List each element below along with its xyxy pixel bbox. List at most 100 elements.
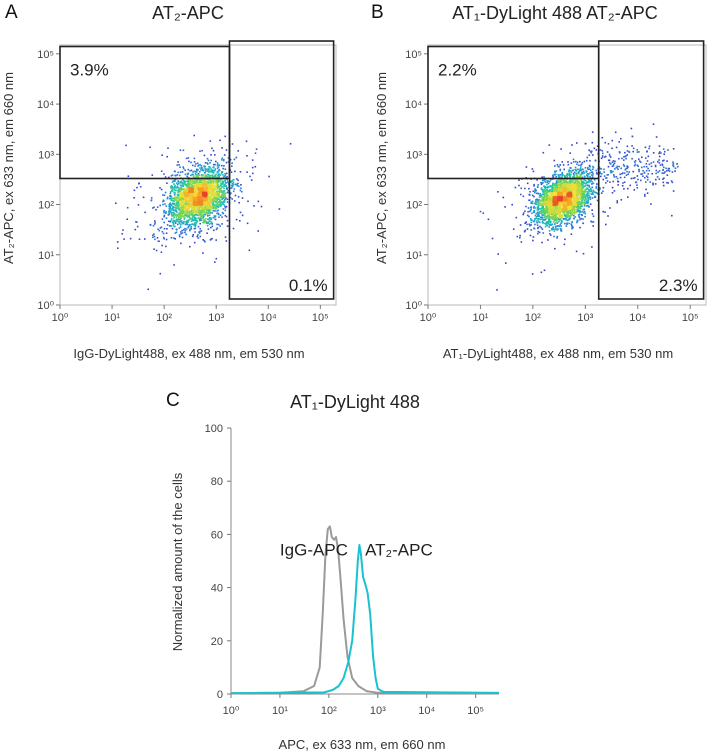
panel-b-event-dot [548, 207, 551, 210]
panel-a-event-dot [201, 216, 203, 219]
panel-a-event-dot [223, 154, 226, 156]
panel-b-event-dot [614, 160, 616, 163]
panel-b-event-dot [529, 194, 531, 196]
panel-b-event-dot [537, 226, 540, 229]
panel-b-event-dot [576, 168, 579, 171]
panel-b-event-dot [543, 222, 546, 225]
panel-a-event-dot [214, 176, 217, 178]
panel-a-event-dot [202, 211, 204, 214]
panel-a-event-dot [179, 214, 181, 217]
panel-a-event-dot [186, 204, 189, 207]
panel-a-event-dot [213, 192, 216, 194]
panel-a-event-dot [166, 182, 168, 184]
panel-b-event-dot [644, 177, 646, 179]
panel-b-event-dot [596, 199, 599, 202]
panel-a-event-dot [187, 157, 190, 159]
panel-a-event-dot [222, 174, 224, 176]
panel-a-event-dot [173, 264, 175, 266]
panel-a-event-dot [224, 236, 227, 238]
panel-a-event-dot [190, 195, 192, 197]
panel-b-event-dot [622, 163, 625, 166]
panel-a-event-dot [219, 225, 221, 227]
panel-a-event-dot [136, 186, 138, 189]
panel-b-event-dot [560, 230, 563, 232]
panel-b-event-dot [539, 195, 541, 197]
panel-a-event-dot [211, 180, 213, 182]
panel-a-event-dot [204, 202, 207, 204]
panel-b-event-dot [557, 180, 560, 183]
panel-a-event-dot [215, 204, 217, 207]
panel-b-event-dot [537, 184, 539, 186]
panel-a-event-dot [213, 188, 215, 190]
panel-b-event-dot [583, 178, 585, 181]
panel-b-event-dot [633, 189, 636, 191]
panel-a-event-dot [211, 212, 213, 214]
panel-b-event-dot [571, 184, 574, 186]
panel-a-event-dot [208, 223, 211, 225]
panel-b-event-dot [542, 196, 545, 199]
panel-a-event-dot [190, 209, 193, 212]
panel-a-event-dot [207, 168, 210, 170]
panel-a-event-dot [202, 186, 204, 189]
panel-b-event-dot [623, 172, 626, 174]
panel-a-event-dot [193, 200, 196, 203]
panel-b-event-dot [583, 196, 586, 199]
panel-b-event-dot [491, 237, 494, 240]
panel-b-event-dot [577, 168, 580, 171]
panel-b-event-dot [546, 221, 549, 223]
panel-b-event-dot [570, 205, 572, 208]
panel-a-event-dot [224, 180, 226, 182]
panel-a-event-dot [209, 218, 211, 220]
panel-a-event-dot [190, 187, 193, 190]
panel-b-event-dot [672, 161, 674, 163]
panel-a-event-dot [194, 192, 196, 194]
panel-b-event-dot [581, 198, 583, 200]
panel-a-event-dot [172, 213, 175, 216]
panel-a-event-dot [205, 175, 208, 177]
panel-b-letter: B [371, 2, 384, 23]
panel-b-event-dot [524, 210, 526, 212]
panel-b-event-dot [564, 210, 567, 212]
panel-a-event-dot [196, 202, 198, 205]
panel-b-event-dot [542, 218, 545, 221]
panel-b-event-dot [580, 183, 582, 186]
panel-a-event-dot [186, 183, 189, 185]
panel-a-event-dot [169, 211, 172, 213]
panel-a-event-dot [165, 212, 167, 214]
panel-a-event-dot [204, 181, 206, 183]
panel-b-event-dot [568, 217, 571, 220]
panel-b-event-dot [537, 201, 539, 204]
panel-a-event-dot [188, 217, 191, 219]
panel-b-event-dot [599, 187, 601, 189]
panel-b-event-dot [560, 206, 562, 209]
panel-a-event-dot [190, 179, 192, 182]
panel-a-event-dot [204, 174, 207, 176]
panel-b-event-dot [565, 211, 568, 214]
panel-a-event-dot [215, 190, 218, 193]
panel-a-event-dot [156, 237, 159, 239]
panel-a-event-dot [197, 184, 200, 186]
panel-b-event-dot [584, 212, 587, 215]
panel-a-event-dot [232, 183, 235, 186]
panel-b-event-dot [548, 208, 551, 211]
panel-a-event-dot [222, 197, 224, 199]
panel-a: A AT₂-APC 10⁰ 10¹ 10² 10³ 10⁴ 10⁵10⁰10¹10²10³… [1, 2, 337, 361]
panel-b-event-dot [585, 201, 588, 204]
panel-a-event-dot [182, 188, 185, 190]
panel-b-event-dot [576, 142, 578, 144]
panel-b-event-dot [551, 195, 554, 198]
panel-a-event-dot [219, 199, 221, 201]
panel-a-event-dot [197, 208, 199, 211]
panel-b-event-dot [568, 218, 570, 221]
panel-b-event-dot [570, 214, 572, 216]
panel-b-event-dot [554, 193, 557, 195]
panel-b-event-dot [535, 212, 538, 215]
panel-a-event-dot [206, 157, 209, 160]
panel-b-event-dot [553, 191, 555, 194]
panel-b-event-dot [588, 154, 591, 156]
panel-b-event-dot [594, 160, 597, 162]
panel-b-event-dot [660, 152, 662, 154]
panel-a-event-dot [210, 154, 212, 156]
panel-a-event-dot [176, 202, 179, 204]
panel-a-event-dot [204, 176, 206, 178]
